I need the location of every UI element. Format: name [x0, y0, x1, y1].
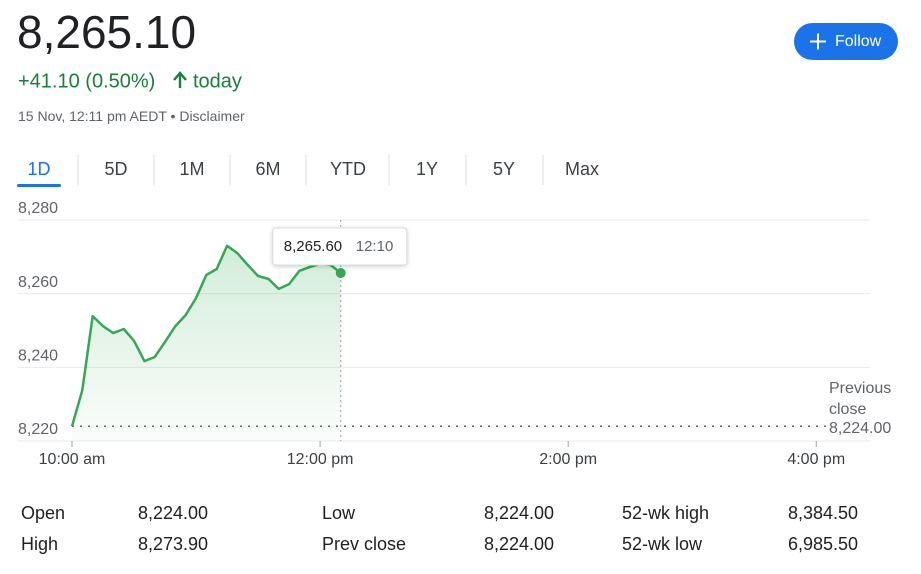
tab[interactable]: 1Y [416, 159, 438, 179]
stat-label: Open [21, 503, 65, 523]
previous-close-title: Previous close [829, 380, 892, 418]
y-tick-label: 8,280 [18, 200, 58, 217]
time: 15 Nov, 12:11 pm AEDT [18, 108, 167, 124]
tab[interactable]: 5Y [493, 159, 515, 179]
price-line [70, 244, 342, 427]
period: today [193, 70, 242, 92]
tab[interactable]: 6M [255, 159, 280, 179]
stat-value: 6,985.50 [788, 534, 858, 554]
follow-bg[interactable] [794, 23, 898, 60]
tab[interactable]: 5D [104, 159, 127, 179]
x-tick-label: 12:00 pm [287, 451, 354, 468]
stat-value: 8,224.00 [484, 534, 554, 554]
tab[interactable]: YTD [330, 159, 366, 179]
stat-label: Prev close [322, 534, 406, 554]
previous-close-value: 8,224.00 [829, 420, 892, 438]
plus-icon[interactable] [810, 33, 826, 50]
stat-label: Low [322, 503, 356, 523]
stat-value: 8,224.00 [138, 503, 208, 523]
x-tick-label: 10:00 am [39, 451, 106, 468]
y-tick-label: 8,260 [18, 274, 58, 291]
disclaimer[interactable]: Disclaimer [179, 108, 245, 124]
y-tick-label: 8,240 [18, 348, 58, 365]
y-tick-label: 8,220 [18, 421, 58, 438]
stat-value: 8,273.90 [138, 534, 208, 554]
tooltip-value: 8,265.60 [284, 238, 342, 255]
tab[interactable]: 1M [179, 159, 204, 179]
tab-underline [17, 184, 61, 187]
follow-button[interactable]: Follow [794, 23, 898, 60]
tab[interactable]: 1D [27, 159, 50, 179]
stat-label: High [21, 534, 58, 554]
tooltip-box [272, 227, 408, 266]
x-tick-label: 2:00 pm [539, 451, 597, 468]
area [72, 245, 341, 441]
tab[interactable]: Max [565, 159, 599, 179]
x-tick-label: 4:00 pm [787, 451, 845, 468]
stat-label: 52-wk high [622, 503, 709, 523]
stat-label: 52-wk low [622, 534, 703, 554]
tooltip-time: 12:10 [356, 238, 394, 255]
separator: • [171, 108, 176, 124]
follow-label[interactable]: Follow [835, 33, 882, 50]
hover-dot [335, 268, 346, 279]
change: +41.10 (0.50%) [18, 70, 155, 92]
stat-value: 8,384.50 [788, 503, 858, 523]
up-arrow [173, 71, 187, 88]
timestamp: 15 Nov, 12:11 pm AEDT • Disclaimer [18, 108, 245, 124]
stat-value: 8,224.00 [484, 503, 554, 523]
price: 8,265.10 [17, 6, 196, 58]
